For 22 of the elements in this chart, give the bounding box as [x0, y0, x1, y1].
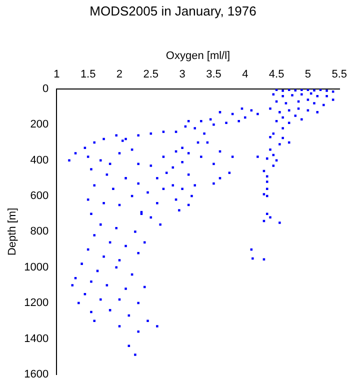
y-tick-label: 1000 [24, 261, 49, 274]
chart-title: MODS2005 in January, 1976 [90, 3, 256, 18]
x-tick-label: 4 [242, 68, 248, 80]
x-tick-label: 5 [304, 68, 312, 80]
x-tick-label: 1.5 [80, 68, 96, 80]
x-tick-label: 1 [54, 68, 60, 80]
x-tick-label: 3 [179, 68, 186, 80]
x-tick-label: 2.5 [143, 68, 159, 80]
y-tick-label: 800 [30, 226, 49, 238]
y-tick-label: 1600 [24, 368, 49, 380]
y-tick-label: 1400 [24, 332, 49, 345]
x-tick-label: 5.5 [332, 68, 348, 80]
x-tick-label: 3.5 [206, 68, 222, 80]
y-tick-label: 200 [30, 118, 49, 131]
y-tick-label: 600 [30, 190, 49, 202]
x-tick-label: 4.5 [268, 68, 284, 80]
x-axis-title: Oxygen [ml/l] [166, 50, 230, 62]
y-tick-label: 400 [30, 154, 49, 166]
x-tick-label: 2 [116, 68, 123, 80]
y-axis-title: Depth [m] [6, 208, 19, 256]
y-tick-label: 0 [42, 83, 49, 96]
y-tick-label: 1200 [24, 297, 49, 310]
